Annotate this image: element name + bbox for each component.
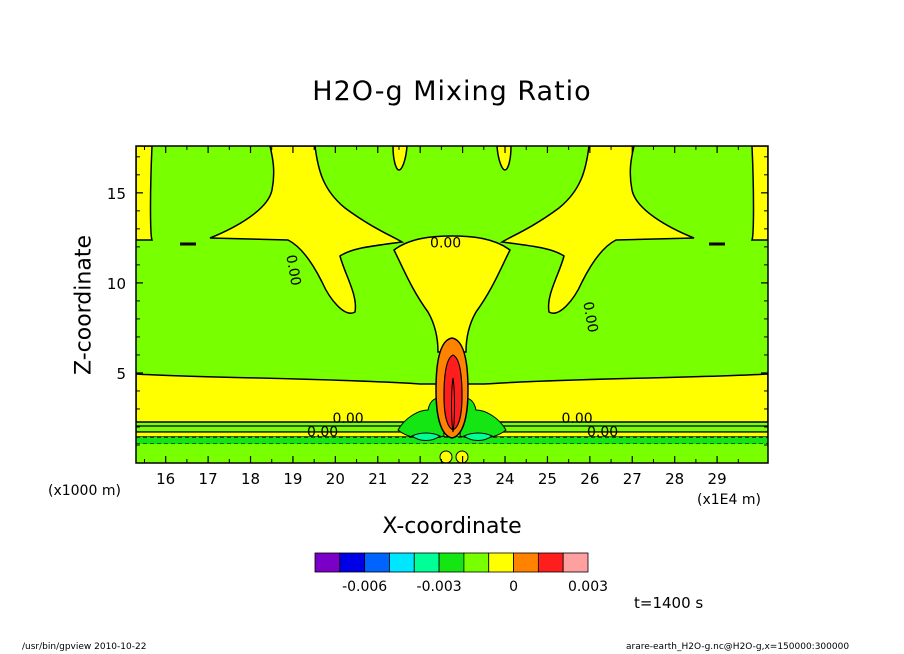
time-label: t=1400 s: [634, 594, 704, 612]
x-tick-label: 18: [241, 470, 260, 488]
colorbar-swatch: [389, 552, 415, 573]
field-core-outline: [451, 377, 455, 433]
contour-label: 0.00: [562, 411, 593, 427]
contour-label: 0.00: [307, 424, 338, 440]
y-tick-label: 10: [107, 275, 126, 293]
x-tick-label: 17: [199, 470, 218, 488]
y-tick-label: 5: [116, 365, 126, 383]
x-tick-label: 20: [326, 470, 345, 488]
contour-labels: 0.000.000.000.000.000.000.00: [282, 235, 618, 440]
colorbar-tick-label: 0: [509, 579, 518, 595]
x-axis-label: X-coordinate: [382, 514, 522, 539]
footer-right: arare-earth_H2O-g.nc@H2O-g,x=150000:3000…: [626, 642, 850, 652]
footer-left: /usr/bin/gpview 2010-10-22: [22, 642, 147, 652]
contour-label: 0.00: [282, 254, 303, 287]
colorbar-swatch: [364, 552, 390, 573]
contour-label: 0.00: [332, 411, 363, 427]
colorbar: -0.006 -0.003 0 0.003: [314, 552, 608, 595]
colorbar-swatch: [438, 552, 465, 573]
colorbar-swatch: [339, 552, 366, 573]
colorbar-tick-label: 0.003: [568, 579, 608, 595]
x-tick-label: 19: [283, 470, 302, 488]
field-yellow-right-plume: [499, 146, 695, 314]
colorbar-swatch: [314, 552, 341, 573]
contour-field: [136, 146, 768, 463]
x-tick-label: 23: [453, 470, 472, 488]
x-tick-label: 26: [580, 470, 599, 488]
chart-title: H2O-g Mixing Ratio: [312, 76, 592, 107]
x-tick-label: 21: [368, 470, 387, 488]
colorbar-swatch: [463, 552, 490, 573]
colorbar-swatch: [513, 552, 539, 573]
contour-label: 0.00: [587, 424, 618, 440]
field-darkgreen-band: [136, 436, 768, 445]
field-yellow-central-plume: [393, 235, 511, 353]
colorbar-swatch: [537, 552, 564, 573]
field-cyan-blob-left: [411, 432, 441, 441]
x-tick-label: 27: [623, 470, 642, 488]
field-yellow-top-left: [136, 146, 154, 241]
contour-label: 0.00: [430, 235, 461, 251]
x-tick-label: 24: [495, 470, 514, 488]
plot-frame: [135, 145, 769, 464]
colorbar-swatch: [488, 552, 514, 573]
field-yellow-left-plume: [209, 146, 405, 314]
x-tick-label: 29: [708, 470, 727, 488]
contour-label: 0.00: [579, 300, 600, 333]
colorbar-tick-label: -0.006: [342, 579, 387, 595]
field-cyan-blob-right: [463, 432, 493, 441]
axis-ticks: 16 17 18 19 20 21 22 23 24 25 26 27 28 29 5 10 15: [107, 146, 768, 488]
colorbar-swatch: [562, 552, 589, 573]
x-tick-label: 28: [665, 470, 684, 488]
x-tick-label: 16: [156, 470, 175, 488]
colorbar-swatch: [413, 552, 440, 573]
field-yellow-top-blob-right: [496, 146, 512, 171]
colorbar-tick-label: -0.003: [417, 579, 462, 595]
x-tick-label: 25: [538, 470, 557, 488]
y-unit-note: (x1000 m): [48, 483, 121, 499]
x-tick-label: 22: [411, 470, 430, 488]
y-tick-label: 15: [107, 185, 126, 203]
field-red-core: [443, 354, 463, 431]
field-yellow-surface-left: [439, 450, 453, 463]
x-unit-note: (x1E4 m): [697, 492, 761, 508]
field-green-bottom: [136, 444, 768, 463]
field-yellow-top-blob-left: [392, 146, 408, 171]
field-yellow-top-right: [750, 146, 768, 241]
field-yellow-surface-right: [455, 450, 469, 463]
